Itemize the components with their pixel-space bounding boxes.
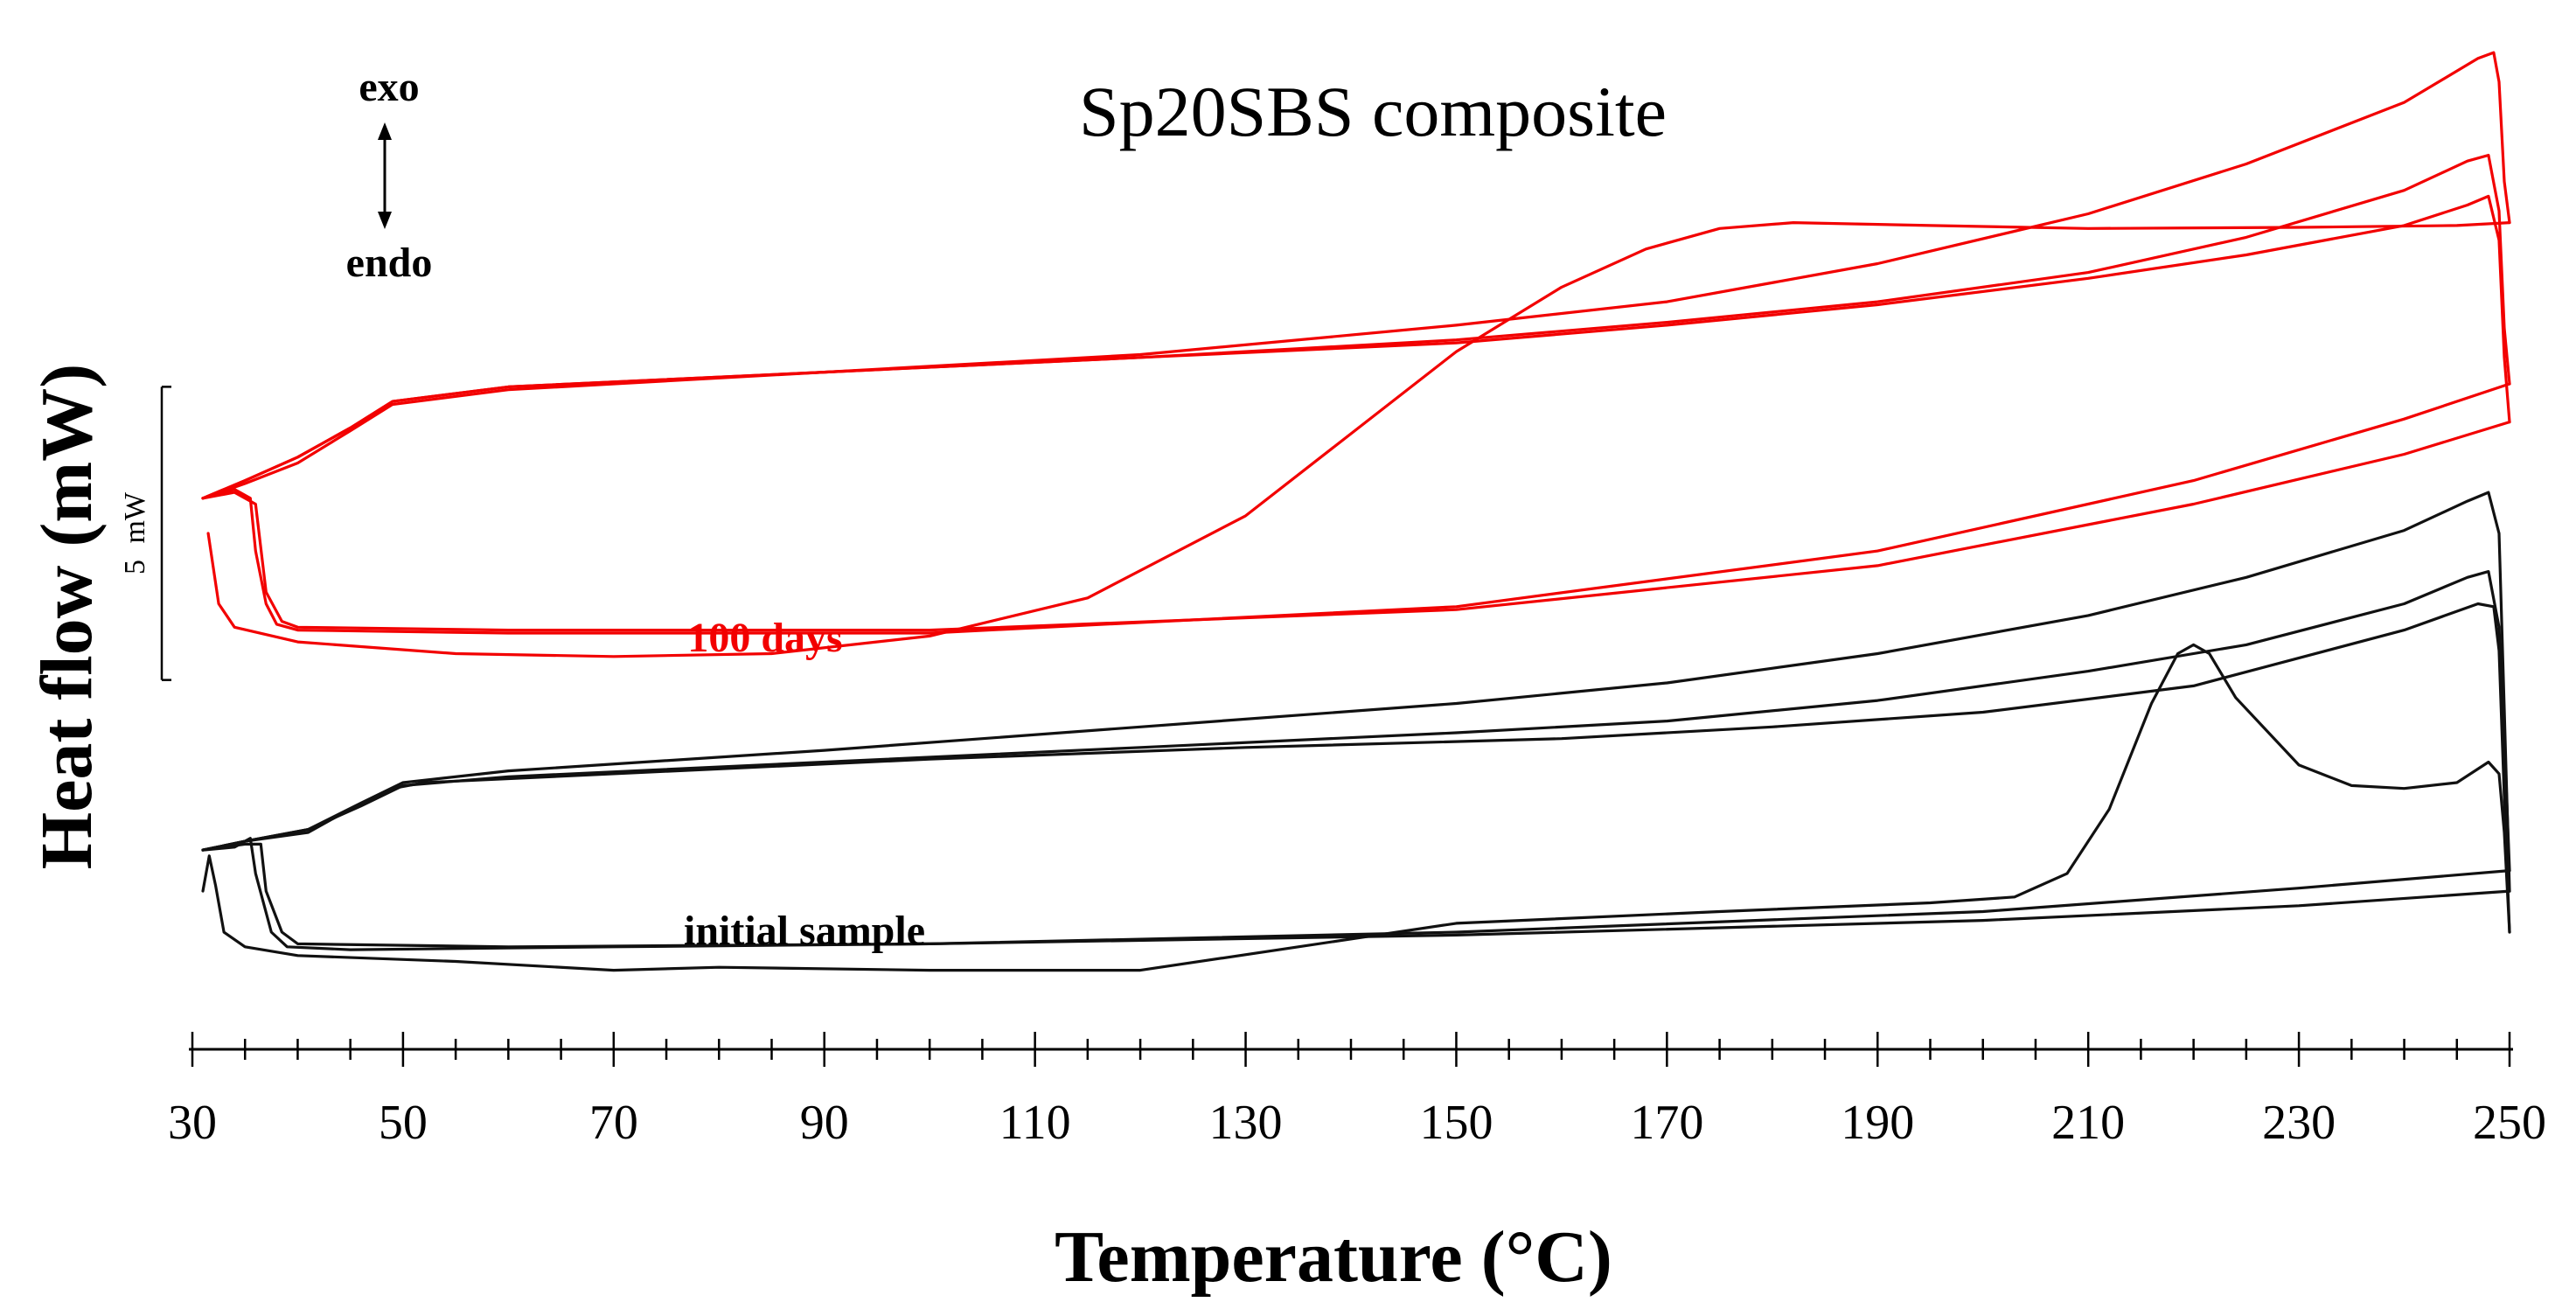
series-line-black-10 — [201, 570, 2511, 873]
series-line-red-6 — [201, 194, 2511, 500]
x-tick-label: 110 — [999, 1096, 1071, 1150]
series-line-black-12 — [201, 491, 2511, 893]
x-tick-label: 210 — [2051, 1096, 2125, 1150]
exo-label: exo — [359, 64, 419, 110]
x-tick-label: 150 — [1419, 1096, 1493, 1150]
x-tick-label: 230 — [2262, 1096, 2336, 1150]
annotation-100-days: 100 days — [687, 615, 842, 661]
x-tick-label: 170 — [1630, 1096, 1703, 1150]
annotation-initial-sample: initial sample — [684, 908, 925, 954]
series-line-red-3 — [201, 382, 2511, 635]
y-axis-label: Heat flow (mW) — [26, 364, 108, 869]
series-line-red-4 — [201, 153, 2511, 500]
x-ticks — [191, 1032, 2511, 1067]
x-tick-label: 190 — [1841, 1096, 1914, 1150]
series-line-red-5 — [201, 421, 2511, 632]
exo-endo-arrow — [378, 122, 392, 229]
x-tick-label: 70 — [589, 1096, 638, 1150]
series-line-red-2 — [201, 51, 2511, 500]
x-tick-label: 130 — [1209, 1096, 1283, 1150]
x-tick-label: 90 — [800, 1096, 849, 1150]
series-line-red-1 — [206, 221, 2511, 658]
scale-bar — [160, 386, 171, 681]
series-line-black-9 — [201, 837, 2511, 951]
series-group — [201, 51, 2511, 972]
series-line-black-11 — [201, 842, 2511, 949]
x-tick-label: 250 — [2473, 1096, 2546, 1150]
x-tick-label: 30 — [168, 1096, 217, 1150]
x-tick-label: 50 — [379, 1096, 428, 1150]
endo-label: endo — [346, 240, 433, 286]
chart-title: Sp20SBS composite — [1079, 72, 1667, 151]
series-line-black-7 — [201, 643, 2511, 972]
x-axis-label: Temperature (°C) — [1055, 1216, 1612, 1298]
scale-bar-label: 5 mW — [119, 491, 151, 574]
x-tick-labels: 30 50 70 90 110 130 150 170 190 210 230 250 — [168, 1096, 2546, 1150]
